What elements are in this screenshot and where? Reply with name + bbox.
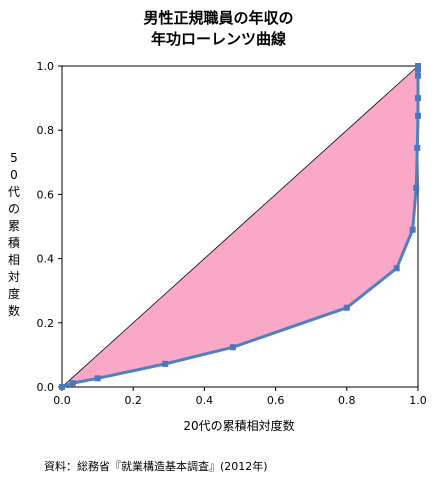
data-point-marker bbox=[413, 184, 420, 191]
equality-line bbox=[61, 65, 419, 388]
data-point-marker bbox=[415, 112, 421, 119]
data-point-marker bbox=[409, 226, 416, 233]
y-tick-label: 0.0 bbox=[37, 381, 55, 394]
data-point-marker bbox=[343, 304, 350, 311]
data-point-marker bbox=[162, 360, 169, 367]
data-point-marker bbox=[393, 265, 400, 272]
data-point-marker bbox=[414, 144, 421, 151]
x-axis-label: 20代の累積相対度数 bbox=[183, 419, 295, 433]
data-point-marker bbox=[415, 66, 421, 73]
data-point-marker bbox=[415, 63, 421, 69]
x-tick-label: 0.6 bbox=[267, 394, 285, 407]
data-point-marker bbox=[94, 375, 101, 382]
y-tick-label: 0.4 bbox=[37, 253, 55, 266]
data-point-marker bbox=[229, 344, 236, 351]
chart-title-line-1: 男性正規職員の年収の bbox=[143, 9, 294, 27]
y-tick-label: 0.8 bbox=[37, 124, 55, 137]
x-tick-label: 0.0 bbox=[53, 394, 71, 407]
source-note: 資料：総務省『就業構造基本調査』(2012年) bbox=[44, 460, 268, 473]
y-tick-label: 1.0 bbox=[37, 60, 55, 73]
chart-title-line-2: 年功ローレンツ曲線 bbox=[150, 30, 286, 48]
y-tick-label: 0.2 bbox=[37, 317, 55, 330]
x-tick-label: 0.4 bbox=[196, 394, 214, 407]
x-tick-label: 1.0 bbox=[409, 394, 427, 407]
x-tick-label: 0.8 bbox=[338, 394, 356, 407]
data-point-marker bbox=[69, 380, 76, 387]
y-tick-label: 0.6 bbox=[37, 188, 55, 201]
chart-title: 男性正規職員の年収の 年功ローレンツ曲線 bbox=[0, 8, 437, 50]
plot-frame bbox=[61, 65, 419, 388]
x-tick-label: 0.2 bbox=[124, 394, 142, 407]
data-point-marker bbox=[415, 72, 421, 79]
data-point-marker bbox=[59, 384, 65, 390]
data-point-marker bbox=[415, 95, 421, 102]
